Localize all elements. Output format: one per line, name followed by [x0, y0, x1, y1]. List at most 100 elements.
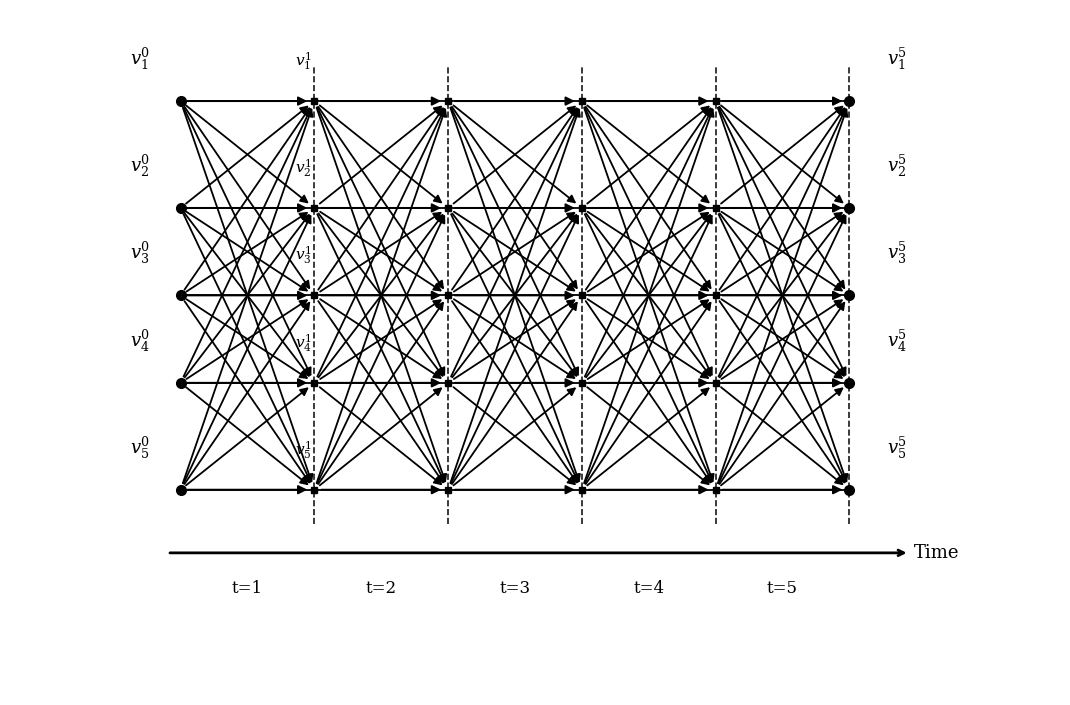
FancyArrowPatch shape — [586, 215, 710, 377]
FancyArrowPatch shape — [452, 109, 577, 290]
FancyArrowPatch shape — [719, 301, 844, 482]
FancyArrowPatch shape — [321, 379, 439, 386]
Text: t=2: t=2 — [366, 580, 397, 597]
FancyArrowPatch shape — [584, 109, 714, 483]
FancyArrowPatch shape — [320, 212, 441, 290]
FancyArrowPatch shape — [186, 299, 307, 378]
FancyArrowPatch shape — [721, 212, 842, 290]
FancyArrowPatch shape — [320, 300, 441, 379]
Text: t=5: t=5 — [767, 580, 798, 597]
Text: $v_4^5$: $v_4^5$ — [887, 327, 907, 354]
Text: $v_4^0$: $v_4^0$ — [131, 327, 151, 354]
FancyArrowPatch shape — [588, 486, 706, 493]
FancyArrowPatch shape — [588, 292, 706, 299]
FancyArrowPatch shape — [184, 107, 310, 375]
FancyArrowPatch shape — [318, 106, 443, 288]
FancyArrowPatch shape — [588, 97, 706, 104]
FancyArrowPatch shape — [320, 299, 441, 378]
Text: $v_4^1$: $v_4^1$ — [295, 332, 312, 354]
FancyArrowPatch shape — [587, 106, 708, 204]
FancyArrowPatch shape — [186, 106, 307, 202]
FancyArrowPatch shape — [719, 109, 845, 376]
Text: $v_2^5$: $v_2^5$ — [887, 152, 907, 179]
FancyArrowPatch shape — [454, 106, 575, 202]
FancyArrowPatch shape — [184, 106, 309, 288]
FancyArrowPatch shape — [186, 300, 307, 379]
FancyArrowPatch shape — [452, 216, 578, 484]
FancyArrowPatch shape — [587, 212, 708, 290]
FancyArrowPatch shape — [187, 486, 305, 493]
FancyArrowPatch shape — [587, 300, 708, 379]
FancyArrowPatch shape — [318, 107, 444, 375]
FancyArrowPatch shape — [320, 106, 441, 202]
FancyArrowPatch shape — [321, 486, 439, 493]
FancyArrowPatch shape — [719, 216, 845, 484]
FancyArrowPatch shape — [719, 106, 844, 288]
Text: Time: Time — [914, 544, 959, 562]
FancyArrowPatch shape — [454, 213, 575, 292]
FancyArrowPatch shape — [452, 106, 577, 288]
FancyArrowPatch shape — [318, 109, 444, 376]
FancyArrowPatch shape — [585, 109, 710, 290]
FancyArrowPatch shape — [183, 108, 312, 482]
FancyArrowPatch shape — [185, 214, 309, 376]
FancyArrowPatch shape — [721, 299, 842, 378]
FancyArrowPatch shape — [187, 204, 305, 212]
FancyArrowPatch shape — [719, 109, 844, 290]
FancyArrowPatch shape — [319, 215, 443, 377]
FancyArrowPatch shape — [585, 106, 710, 288]
FancyArrowPatch shape — [587, 388, 708, 485]
FancyArrowPatch shape — [454, 300, 575, 379]
FancyArrowPatch shape — [584, 108, 714, 482]
FancyArrowPatch shape — [318, 302, 443, 484]
FancyArrowPatch shape — [455, 379, 572, 386]
FancyArrowPatch shape — [453, 215, 577, 377]
FancyArrowPatch shape — [585, 214, 712, 482]
FancyArrowPatch shape — [719, 214, 845, 482]
FancyArrowPatch shape — [186, 387, 307, 484]
Text: $v_5^1$: $v_5^1$ — [295, 439, 312, 460]
FancyArrowPatch shape — [186, 212, 307, 290]
FancyArrowPatch shape — [455, 292, 572, 299]
FancyArrowPatch shape — [585, 301, 710, 482]
FancyArrowPatch shape — [452, 109, 578, 376]
FancyArrowPatch shape — [186, 106, 307, 204]
FancyArrowPatch shape — [187, 379, 305, 386]
FancyArrowPatch shape — [184, 214, 310, 482]
Text: $v_1^1$: $v_1^1$ — [295, 50, 312, 72]
FancyArrowPatch shape — [587, 213, 708, 292]
FancyArrowPatch shape — [588, 204, 706, 212]
FancyArrowPatch shape — [718, 109, 847, 483]
FancyArrowPatch shape — [719, 302, 844, 484]
FancyArrowPatch shape — [320, 388, 441, 485]
FancyArrowPatch shape — [721, 106, 842, 204]
FancyArrowPatch shape — [321, 204, 439, 212]
FancyArrowPatch shape — [186, 388, 307, 485]
FancyArrowPatch shape — [454, 106, 575, 204]
FancyArrowPatch shape — [184, 301, 309, 482]
FancyArrowPatch shape — [454, 212, 575, 290]
FancyArrowPatch shape — [321, 97, 439, 104]
FancyArrowPatch shape — [722, 97, 840, 104]
FancyArrowPatch shape — [722, 292, 840, 299]
Text: $v_3^0$: $v_3^0$ — [131, 240, 151, 266]
FancyArrowPatch shape — [452, 301, 577, 482]
FancyArrowPatch shape — [186, 213, 307, 292]
FancyArrowPatch shape — [454, 299, 575, 378]
FancyArrowPatch shape — [453, 214, 577, 376]
FancyArrowPatch shape — [721, 388, 842, 485]
FancyArrowPatch shape — [184, 302, 309, 484]
FancyArrowPatch shape — [452, 107, 578, 375]
FancyArrowPatch shape — [585, 216, 712, 484]
FancyArrowPatch shape — [450, 108, 580, 482]
Text: $v_3^5$: $v_3^5$ — [887, 240, 907, 266]
Text: $v_1^5$: $v_1^5$ — [887, 46, 907, 72]
FancyArrowPatch shape — [722, 486, 840, 493]
FancyArrowPatch shape — [452, 214, 578, 482]
Text: t=4: t=4 — [633, 580, 664, 597]
FancyArrowPatch shape — [585, 302, 710, 484]
FancyArrowPatch shape — [586, 214, 710, 376]
FancyArrowPatch shape — [587, 106, 708, 202]
FancyArrowPatch shape — [184, 109, 310, 376]
FancyArrowPatch shape — [455, 204, 572, 212]
